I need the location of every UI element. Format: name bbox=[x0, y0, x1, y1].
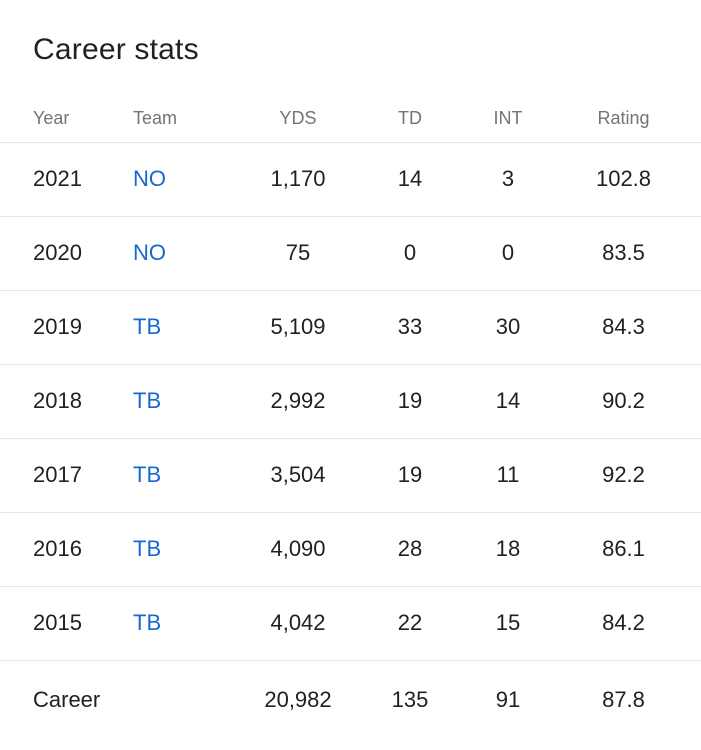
column-header-team: Team bbox=[133, 70, 226, 143]
yds-cell: 4,090 bbox=[226, 512, 370, 587]
table-row-2018: 2018 TB 2,992 19 14 90.2 bbox=[0, 364, 701, 439]
column-header-int: INT bbox=[450, 70, 566, 143]
team-link[interactable]: TB bbox=[133, 610, 162, 635]
td-cell: 28 bbox=[370, 512, 450, 587]
column-header-td: TD bbox=[370, 70, 450, 143]
year-cell: 2020 bbox=[0, 216, 133, 291]
table-row-2019: 2019 TB 5,109 33 30 84.3 bbox=[0, 290, 701, 365]
td-cell: 22 bbox=[370, 586, 450, 661]
rating-cell: 84.3 bbox=[566, 290, 701, 365]
yds-cell: 5,109 bbox=[226, 290, 370, 365]
team-cell: TB bbox=[133, 512, 226, 587]
int-cell: 14 bbox=[450, 364, 566, 439]
int-cell: 91 bbox=[495, 687, 521, 713]
td-cell: 135 bbox=[391, 687, 429, 713]
year-cell: 2016 bbox=[0, 512, 133, 587]
table-row-career-total: Career 20,982 135 91 87.8 bbox=[0, 660, 701, 740]
year-cell: 2018 bbox=[0, 364, 133, 439]
team-cell: TB bbox=[133, 438, 226, 513]
table-row-2021: 2021 NO 1,170 14 3 102.8 bbox=[0, 142, 701, 217]
yds-cell: 20,982 bbox=[264, 687, 332, 713]
rating-cell: 102.8 bbox=[566, 142, 701, 217]
yds-cell: 4,042 bbox=[226, 586, 370, 661]
year-cell: 2019 bbox=[0, 290, 133, 365]
page-title: Career stats bbox=[33, 33, 199, 66]
team-link[interactable]: TB bbox=[133, 536, 162, 561]
team-cell: TB bbox=[133, 290, 226, 365]
int-cell: 30 bbox=[450, 290, 566, 365]
rating-cell: 83.5 bbox=[566, 216, 701, 291]
td-cell: 33 bbox=[370, 290, 450, 365]
team-cell-empty bbox=[133, 660, 226, 740]
year-cell: 2021 bbox=[0, 142, 133, 217]
rating-cell: 84.2 bbox=[566, 586, 701, 661]
team-cell: NO bbox=[133, 216, 226, 291]
year-cell: 2017 bbox=[0, 438, 133, 513]
column-header-yds: YDS bbox=[226, 70, 370, 143]
td-cell: 19 bbox=[370, 438, 450, 513]
td-cell: 14 bbox=[370, 142, 450, 217]
int-cell: 11 bbox=[450, 438, 566, 513]
table-row-2020: 2020 NO 75 0 0 83.5 bbox=[0, 216, 701, 291]
td-cell: 19 bbox=[370, 364, 450, 439]
team-link[interactable]: NO bbox=[133, 166, 166, 191]
yds-cell: 3,504 bbox=[226, 438, 370, 513]
rating-cell: 92.2 bbox=[566, 438, 701, 513]
rating-cell: 86.1 bbox=[566, 512, 701, 587]
team-link[interactable]: TB bbox=[133, 388, 162, 413]
column-header-year: Year bbox=[0, 70, 133, 143]
yds-cell: 75 bbox=[226, 216, 370, 291]
int-cell: 15 bbox=[450, 586, 566, 661]
td-cell: 0 bbox=[370, 216, 450, 291]
year-cell: 2015 bbox=[0, 586, 133, 661]
int-cell: 3 bbox=[450, 142, 566, 217]
column-header-rating: Rating bbox=[566, 70, 701, 143]
int-cell: 0 bbox=[450, 216, 566, 291]
team-link[interactable]: TB bbox=[133, 314, 162, 339]
int-cell: 18 bbox=[450, 512, 566, 587]
rating-cell: 87.8 bbox=[602, 687, 645, 713]
yds-cell: 2,992 bbox=[226, 364, 370, 439]
team-cell: NO bbox=[133, 142, 226, 217]
table-row-2015: 2015 TB 4,042 22 15 84.2 bbox=[0, 586, 701, 661]
career-stats-table: Year Team YDS TD INT Rating 2021 NO 1,17… bbox=[0, 70, 701, 740]
career-total-label: Career bbox=[33, 687, 101, 713]
table-row-2017: 2017 TB 3,504 19 11 92.2 bbox=[0, 438, 701, 513]
team-link[interactable]: TB bbox=[133, 462, 162, 487]
table-row-2016: 2016 TB 4,090 28 18 86.1 bbox=[0, 512, 701, 587]
rating-cell: 90.2 bbox=[566, 364, 701, 439]
yds-cell: 1,170 bbox=[226, 142, 370, 217]
table-header-row: Year Team YDS TD INT Rating bbox=[0, 70, 701, 143]
team-cell: TB bbox=[133, 364, 226, 439]
team-cell: TB bbox=[133, 586, 226, 661]
team-link[interactable]: NO bbox=[133, 240, 166, 265]
